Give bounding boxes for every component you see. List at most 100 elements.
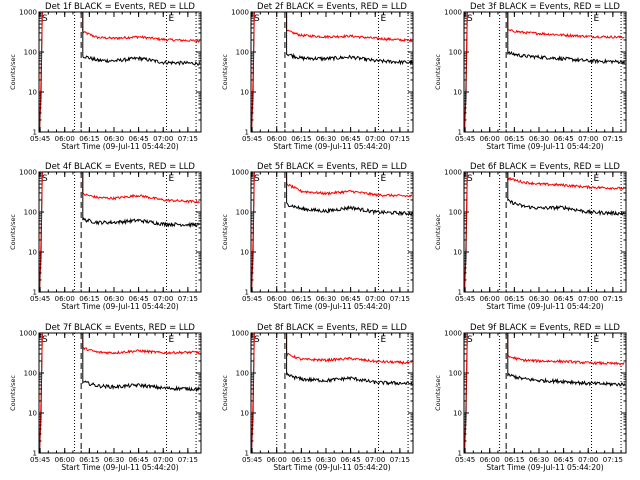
start-marker-label: S xyxy=(467,174,473,184)
x-axis-label: Start Time (09-Jul-11 05:44:20) xyxy=(273,142,390,151)
x-tick-label: 06:30 xyxy=(104,295,124,303)
detector-panel-1: Det 1f BLACK = Events, RED = LLD S E 1 10 100… xyxy=(9,2,202,151)
x-tick-label: 06:15 xyxy=(504,456,524,464)
x-tick-label: 05:45 xyxy=(242,456,262,464)
detector-panel-9: Det 9f BLACK = Events, RED = LLD S E 1 10 100… xyxy=(434,323,627,472)
flare-spike-lld xyxy=(251,332,255,454)
start-marker-label: S xyxy=(254,14,260,24)
x-tick-label: 07:15 xyxy=(178,135,198,143)
lld-series-line xyxy=(286,12,413,43)
start-marker-label: S xyxy=(42,174,48,184)
end-marker-label: E xyxy=(381,174,387,184)
plot-frame xyxy=(463,332,627,454)
y-tick-label: 100 xyxy=(236,370,249,378)
panel-title: Det 4f BLACK = Events, RED = LLD xyxy=(45,162,195,172)
plot-frame xyxy=(38,11,202,133)
x-tick-label: 05:45 xyxy=(455,456,475,464)
flare-spike-lld xyxy=(464,11,468,133)
events-series-line xyxy=(507,333,625,388)
y-tick-label: 10 xyxy=(240,249,249,257)
x-tick-label: 06:45 xyxy=(554,456,574,464)
x-tick-label: 06:00 xyxy=(55,295,75,303)
plot-frame xyxy=(250,11,414,133)
panel-title: Det 1f BLACK = Events, RED = LLD xyxy=(45,2,195,12)
y-axis-label: Counts/sec xyxy=(9,375,17,411)
x-tick-label: 06:15 xyxy=(291,135,311,143)
plot-frame xyxy=(38,332,202,454)
detector-panel-5: Det 5f BLACK = Events, RED = LLD S E 1 10 100… xyxy=(221,162,414,311)
y-tick-label: 100 xyxy=(236,49,249,57)
flare-spike-lld xyxy=(39,11,43,133)
plot-frame xyxy=(38,171,202,293)
lld-series-line xyxy=(507,172,625,191)
y-tick-label: 100 xyxy=(24,370,37,378)
y-tick-label: 1000 xyxy=(19,9,37,17)
x-tick-label: 06:15 xyxy=(504,295,524,303)
end-marker-label: E xyxy=(169,335,175,345)
y-tick-label: 100 xyxy=(236,209,249,217)
lld-series-line xyxy=(82,12,200,44)
y-tick-label: 100 xyxy=(24,49,37,57)
y-axis-label: Counts/sec xyxy=(9,214,17,250)
lld-series-line xyxy=(82,333,200,355)
plot-frame xyxy=(250,332,414,454)
x-tick-label: 05:45 xyxy=(30,295,50,303)
x-tick-label: 07:00 xyxy=(578,135,598,143)
events-series-line xyxy=(507,172,625,217)
panel-title: Det 2f BLACK = Events, RED = LLD xyxy=(257,2,407,12)
start-marker-label: S xyxy=(254,335,260,345)
x-tick-label: 06:30 xyxy=(529,295,549,303)
y-tick-label: 1000 xyxy=(444,169,462,177)
start-marker-label: S xyxy=(254,174,260,184)
end-marker-label: E xyxy=(169,14,175,24)
x-tick-label: 06:45 xyxy=(341,456,361,464)
lld-series-line xyxy=(507,333,625,366)
y-axis-label: Counts/sec xyxy=(434,375,442,411)
y-tick-label: 10 xyxy=(28,89,37,97)
start-marker-label: S xyxy=(467,335,473,345)
x-tick-label: 07:00 xyxy=(365,456,385,464)
x-tick-label: 06:15 xyxy=(79,295,99,303)
x-tick-label: 07:15 xyxy=(390,295,410,303)
flare-spike-lld xyxy=(39,332,43,454)
y-tick-label: 1000 xyxy=(231,9,249,17)
y-tick-label: 10 xyxy=(453,89,462,97)
detector-panel-6: Det 6f BLACK = Events, RED = LLD S E 1 10 100… xyxy=(434,162,627,311)
y-axis-label: Counts/sec xyxy=(221,375,229,411)
y-tick-label: 1 xyxy=(245,289,249,297)
x-tick-label: 07:00 xyxy=(578,295,598,303)
panel-title: Det 3f BLACK = Events, RED = LLD xyxy=(470,2,620,12)
lld-series-line xyxy=(286,333,413,366)
x-tick-label: 06:30 xyxy=(316,295,336,303)
x-axis-label: Start Time (09-Jul-11 05:44:20) xyxy=(61,463,178,472)
x-tick-label: 07:00 xyxy=(365,135,385,143)
lld-series-line xyxy=(507,12,625,39)
x-tick-label: 07:15 xyxy=(390,456,410,464)
x-tick-label: 06:30 xyxy=(529,135,549,143)
y-tick-label: 10 xyxy=(28,410,37,418)
x-axis-label: Start Time (09-Jul-11 05:44:20) xyxy=(486,142,603,151)
events-series-line xyxy=(286,172,413,217)
start-marker-label: S xyxy=(42,335,48,345)
x-axis-label: Start Time (09-Jul-11 05:44:20) xyxy=(61,302,178,311)
x-tick-label: 06:00 xyxy=(267,135,287,143)
x-tick-label: 06:45 xyxy=(554,295,574,303)
y-axis-label: Counts/sec xyxy=(221,214,229,250)
x-axis-label: Start Time (09-Jul-11 05:44:20) xyxy=(273,302,390,311)
y-axis-label: Counts/sec xyxy=(434,54,442,90)
flare-spike-lld xyxy=(464,171,468,293)
x-tick-label: 05:45 xyxy=(455,135,475,143)
detector-panel-2: Det 2f BLACK = Events, RED = LLD S E 1 10 100… xyxy=(221,2,414,151)
x-tick-label: 06:45 xyxy=(554,135,574,143)
plot-frame xyxy=(250,171,414,293)
x-tick-label: 06:15 xyxy=(504,135,524,143)
flare-spike-lld xyxy=(39,171,43,293)
x-tick-label: 07:00 xyxy=(578,456,598,464)
end-marker-label: E xyxy=(594,174,600,184)
x-tick-label: 06:00 xyxy=(267,295,287,303)
y-tick-label: 1000 xyxy=(444,330,462,338)
x-tick-label: 06:30 xyxy=(529,456,549,464)
y-tick-label: 100 xyxy=(449,49,462,57)
y-tick-label: 100 xyxy=(449,370,462,378)
